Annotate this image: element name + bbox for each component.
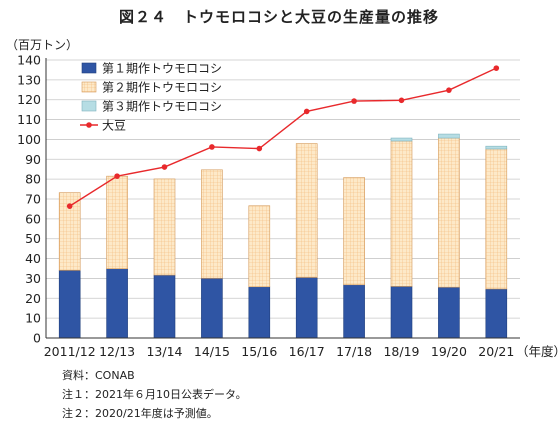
soy-point (256, 145, 263, 152)
legend-swatch (81, 81, 97, 93)
note-2: 注２：2020/21年度は予測値。 (62, 407, 218, 420)
legend-label: 第１期作トウモロコシ (102, 62, 222, 76)
y-tick-label: 40 (25, 251, 41, 266)
crop2-bar (343, 177, 365, 286)
y-tick-label: 110 (17, 112, 41, 127)
y-axis-ticks: 0 10 20 30 40 50 60 70 80 90 100 110 120 130 140 (17, 53, 41, 346)
crop2-bar (295, 143, 318, 278)
soy-point (209, 144, 215, 150)
y-tick-label: 30 (25, 271, 41, 286)
y-tick-label: 120 (17, 92, 41, 107)
soy-point (446, 87, 452, 93)
y-tick-label: 0 (33, 331, 41, 346)
x-tick-label: 15/16 (241, 344, 277, 359)
soy-point (351, 98, 357, 104)
crop2-bar (248, 205, 271, 288)
y-tick-label: 100 (17, 132, 41, 147)
crop1-bar (390, 286, 413, 339)
crop2-bar (390, 140, 413, 287)
crop3-bar (485, 145, 508, 150)
legend-label: 第３期作トウモロコシ (102, 100, 222, 114)
crop3-bar (438, 133, 460, 139)
y-tick-label: 140 (17, 53, 41, 68)
soy-point (303, 108, 310, 115)
x-tick-label: 14/15 (194, 344, 230, 359)
legend-label: 第２期作トウモロコシ (102, 81, 222, 95)
soy-point (114, 173, 120, 179)
x-tick-label: 16/17 (289, 344, 325, 359)
y-tick-label: 10 (25, 311, 41, 326)
crop1-bar (58, 269, 81, 339)
soy-point (493, 65, 500, 71)
soy-point (161, 164, 168, 170)
y-tick-label: 80 (25, 172, 41, 187)
x-tick-label: 2011/12 (44, 344, 96, 359)
x-unit-label: （年度） (516, 344, 558, 359)
y-tick-label: 70 (25, 192, 41, 207)
axes (45, 58, 520, 339)
note-1: 注１：2021年６月10日公表データ。 (62, 388, 247, 401)
x-tick-label: 17/18 (336, 344, 372, 359)
y-tick-label: 90 (25, 152, 41, 167)
x-tick-label: 12/13 (99, 344, 135, 359)
notes: 資料：CONAB 注１：2021年６月10日公表データ。 注２：2020/21年… (62, 366, 247, 423)
legend-swatch (81, 62, 97, 74)
soy-point (398, 97, 405, 104)
x-tick-label: 13/14 (146, 344, 182, 359)
note-source: 資料：CONAB (62, 369, 135, 382)
bars (58, 133, 508, 339)
y-tick-label: 130 (17, 72, 41, 87)
soy-point (66, 203, 73, 209)
crop1-bar (343, 284, 365, 339)
legend-swatch (81, 100, 97, 112)
y-tick-label: 20 (25, 291, 41, 306)
crop1-bar (201, 277, 223, 339)
legend-label: 大豆 (102, 119, 126, 133)
crop2-bar (438, 137, 460, 288)
crop1-bar (153, 274, 176, 339)
x-axis-ticks: 2011/12 12/13 13/14 14/15 15/16 16/17 17/18 18/… (44, 344, 515, 359)
crop1-bar (295, 277, 318, 339)
y-unit-label: （百万トン） (6, 38, 79, 52)
crop2-bar (153, 178, 176, 276)
crop2-bar (58, 192, 81, 271)
x-tick-label: 20/21 (478, 344, 514, 359)
crop1-bar (438, 286, 460, 339)
soy-series-line (69, 67, 497, 207)
legend-point-swatch (86, 122, 92, 128)
y-tick-label: 50 (25, 231, 41, 246)
crop2-bar (201, 169, 223, 279)
chart-title: 図２４ トウモロコシと大豆の生産量の推移 (118, 8, 439, 26)
x-tick-label: 19/20 (431, 344, 467, 359)
crop1-bar (106, 268, 128, 339)
crop1-bar (485, 288, 508, 339)
soy-line (66, 65, 500, 209)
crop2-bar (485, 148, 508, 290)
crop2-bar (106, 175, 128, 269)
crop3-bar (390, 137, 413, 142)
crop1-bar (248, 286, 271, 339)
x-tick-label: 18/19 (383, 344, 419, 359)
y-tick-label: 60 (25, 211, 41, 226)
